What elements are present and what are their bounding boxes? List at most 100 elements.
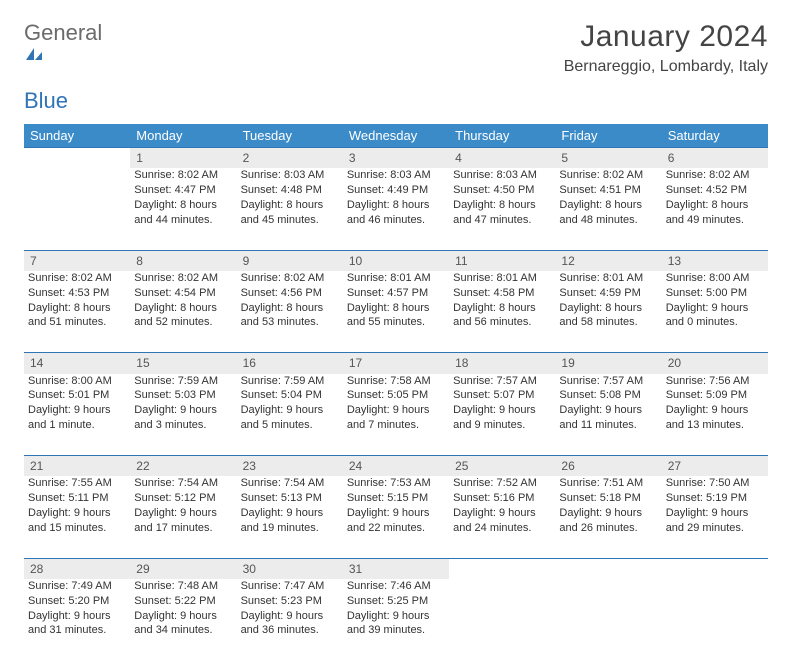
sunrise-text: Sunrise: 8:02 AM bbox=[559, 168, 657, 183]
sunset-text: Sunset: 4:58 PM bbox=[453, 286, 551, 301]
daylight-text-cont: and 7 minutes. bbox=[347, 418, 445, 433]
day-cell bbox=[24, 168, 130, 250]
daylight-text-cont: and 1 minute. bbox=[28, 418, 126, 433]
day-number bbox=[449, 558, 555, 579]
day-number: 25 bbox=[449, 456, 555, 477]
daylight-text: Daylight: 8 hours bbox=[559, 301, 657, 316]
daylight-text: Daylight: 9 hours bbox=[28, 506, 126, 521]
daylight-text-cont: and 24 minutes. bbox=[453, 521, 551, 536]
day-cell: Sunrise: 8:02 AMSunset: 4:54 PMDaylight:… bbox=[130, 271, 236, 353]
day-cell: Sunrise: 8:00 AMSunset: 5:01 PMDaylight:… bbox=[24, 374, 130, 456]
daylight-text-cont: and 17 minutes. bbox=[134, 521, 232, 536]
sunset-text: Sunset: 5:11 PM bbox=[28, 491, 126, 506]
day-cell bbox=[555, 579, 661, 661]
sunrise-text: Sunrise: 7:53 AM bbox=[347, 476, 445, 491]
sunset-text: Sunset: 4:56 PM bbox=[241, 286, 339, 301]
day-cell bbox=[662, 579, 768, 661]
day-number-row: 123456 bbox=[24, 148, 768, 169]
sunset-text: Sunset: 4:53 PM bbox=[28, 286, 126, 301]
daylight-text-cont: and 55 minutes. bbox=[347, 315, 445, 330]
day-data-row: Sunrise: 8:00 AMSunset: 5:01 PMDaylight:… bbox=[24, 374, 768, 456]
day-number-row: 14151617181920 bbox=[24, 353, 768, 374]
sunrise-text: Sunrise: 7:46 AM bbox=[347, 579, 445, 594]
day-cell: Sunrise: 7:59 AMSunset: 5:04 PMDaylight:… bbox=[237, 374, 343, 456]
daylight-text: Daylight: 9 hours bbox=[347, 403, 445, 418]
sunrise-text: Sunrise: 8:02 AM bbox=[241, 271, 339, 286]
daylight-text: Daylight: 8 hours bbox=[134, 198, 232, 213]
daylight-text-cont: and 49 minutes. bbox=[666, 213, 764, 228]
sunset-text: Sunset: 4:50 PM bbox=[453, 183, 551, 198]
day-number: 12 bbox=[555, 250, 661, 271]
weekday-header: Thursday bbox=[449, 124, 555, 148]
brand-part1: General bbox=[24, 20, 102, 45]
day-cell: Sunrise: 8:02 AMSunset: 4:52 PMDaylight:… bbox=[662, 168, 768, 250]
sunset-text: Sunset: 4:52 PM bbox=[666, 183, 764, 198]
daylight-text-cont: and 31 minutes. bbox=[28, 623, 126, 638]
sunset-text: Sunset: 4:51 PM bbox=[559, 183, 657, 198]
sunrise-text: Sunrise: 8:01 AM bbox=[453, 271, 551, 286]
day-number: 14 bbox=[24, 353, 130, 374]
day-cell: Sunrise: 7:50 AMSunset: 5:19 PMDaylight:… bbox=[662, 476, 768, 558]
weekday-header: Tuesday bbox=[237, 124, 343, 148]
daylight-text: Daylight: 9 hours bbox=[28, 609, 126, 624]
daylight-text: Daylight: 9 hours bbox=[347, 609, 445, 624]
daylight-text-cont: and 52 minutes. bbox=[134, 315, 232, 330]
daylight-text: Daylight: 9 hours bbox=[241, 609, 339, 624]
sunrise-text: Sunrise: 7:56 AM bbox=[666, 374, 764, 389]
daylight-text-cont: and 22 minutes. bbox=[347, 521, 445, 536]
daylight-text: Daylight: 8 hours bbox=[241, 198, 339, 213]
daylight-text-cont: and 56 minutes. bbox=[453, 315, 551, 330]
weekday-header: Monday bbox=[130, 124, 236, 148]
brand-logo: General Blue bbox=[24, 20, 102, 114]
daylight-text-cont: and 36 minutes. bbox=[241, 623, 339, 638]
weekday-header: Saturday bbox=[662, 124, 768, 148]
day-cell: Sunrise: 8:02 AMSunset: 4:56 PMDaylight:… bbox=[237, 271, 343, 353]
daylight-text: Daylight: 9 hours bbox=[559, 403, 657, 418]
daylight-text: Daylight: 8 hours bbox=[453, 301, 551, 316]
day-number: 7 bbox=[24, 250, 130, 271]
day-number: 19 bbox=[555, 353, 661, 374]
day-number: 16 bbox=[237, 353, 343, 374]
sunrise-text: Sunrise: 7:57 AM bbox=[453, 374, 551, 389]
day-number: 22 bbox=[130, 456, 236, 477]
daylight-text-cont: and 48 minutes. bbox=[559, 213, 657, 228]
daylight-text-cont: and 47 minutes. bbox=[453, 213, 551, 228]
sunrise-text: Sunrise: 8:03 AM bbox=[347, 168, 445, 183]
sunrise-text: Sunrise: 7:57 AM bbox=[559, 374, 657, 389]
day-number: 30 bbox=[237, 558, 343, 579]
day-cell: Sunrise: 7:51 AMSunset: 5:18 PMDaylight:… bbox=[555, 476, 661, 558]
sunset-text: Sunset: 5:15 PM bbox=[347, 491, 445, 506]
day-cell: Sunrise: 8:03 AMSunset: 4:50 PMDaylight:… bbox=[449, 168, 555, 250]
sail-icon bbox=[24, 46, 102, 62]
daylight-text-cont: and 34 minutes. bbox=[134, 623, 232, 638]
day-cell: Sunrise: 7:48 AMSunset: 5:22 PMDaylight:… bbox=[130, 579, 236, 661]
daylight-text: Daylight: 9 hours bbox=[453, 506, 551, 521]
weekday-header-row: Sunday Monday Tuesday Wednesday Thursday… bbox=[24, 124, 768, 148]
daylight-text-cont: and 44 minutes. bbox=[134, 213, 232, 228]
sunset-text: Sunset: 4:59 PM bbox=[559, 286, 657, 301]
day-cell: Sunrise: 7:55 AMSunset: 5:11 PMDaylight:… bbox=[24, 476, 130, 558]
daylight-text: Daylight: 9 hours bbox=[666, 301, 764, 316]
day-cell bbox=[449, 579, 555, 661]
day-number: 29 bbox=[130, 558, 236, 579]
sunset-text: Sunset: 5:18 PM bbox=[559, 491, 657, 506]
daylight-text: Daylight: 8 hours bbox=[453, 198, 551, 213]
sunset-text: Sunset: 5:05 PM bbox=[347, 388, 445, 403]
day-number: 13 bbox=[662, 250, 768, 271]
daylight-text-cont: and 45 minutes. bbox=[241, 213, 339, 228]
daylight-text: Daylight: 8 hours bbox=[241, 301, 339, 316]
daylight-text: Daylight: 9 hours bbox=[28, 403, 126, 418]
sunrise-text: Sunrise: 7:47 AM bbox=[241, 579, 339, 594]
day-number: 20 bbox=[662, 353, 768, 374]
daylight-text: Daylight: 8 hours bbox=[28, 301, 126, 316]
day-cell: Sunrise: 8:03 AMSunset: 4:49 PMDaylight:… bbox=[343, 168, 449, 250]
sunset-text: Sunset: 4:48 PM bbox=[241, 183, 339, 198]
day-number: 5 bbox=[555, 148, 661, 169]
daylight-text: Daylight: 9 hours bbox=[134, 506, 232, 521]
sunrise-text: Sunrise: 8:03 AM bbox=[241, 168, 339, 183]
daylight-text-cont: and 46 minutes. bbox=[347, 213, 445, 228]
day-data-row: Sunrise: 7:49 AMSunset: 5:20 PMDaylight:… bbox=[24, 579, 768, 661]
day-cell: Sunrise: 8:01 AMSunset: 4:57 PMDaylight:… bbox=[343, 271, 449, 353]
day-cell: Sunrise: 7:54 AMSunset: 5:13 PMDaylight:… bbox=[237, 476, 343, 558]
daylight-text: Daylight: 9 hours bbox=[666, 506, 764, 521]
